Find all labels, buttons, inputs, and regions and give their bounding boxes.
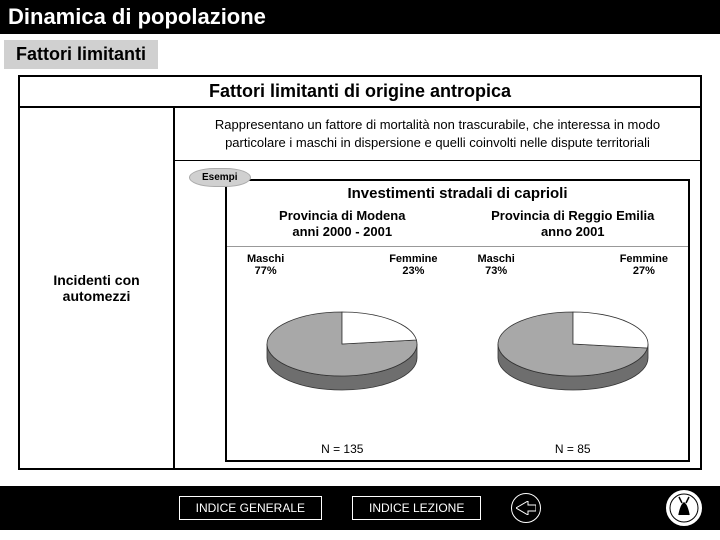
intro-text: Rappresentano un fattore di mortalità no… [175, 108, 700, 161]
back-button[interactable] [511, 493, 541, 523]
sample-size: N = 135 [317, 438, 367, 460]
sample-size: N = 85 [551, 438, 595, 460]
arrow-left-icon [516, 501, 536, 515]
pie-chart [252, 277, 432, 438]
pie-labels: Maschi77% Femmine23% [227, 247, 458, 277]
segment-label: Femmine23% [389, 253, 437, 277]
chart-panel: Provincia di Reggio Emiliaanno 2001Masch… [458, 206, 689, 460]
chart-panel: Provincia di Modenaanni 2000 - 2001Masch… [227, 206, 458, 460]
esempi-row: Esempi [175, 161, 700, 187]
bottom-nav-bar: INDICE GENERALE INDICE LEZIONE [0, 486, 720, 530]
subtitle: Fattori limitanti [4, 40, 158, 69]
main-header: Fattori limitanti di origine antropica [20, 77, 700, 108]
province-header: Provincia di Modenaanni 2000 - 2001 [227, 206, 458, 246]
main-content-box: Fattori limitanti di origine antropica I… [18, 75, 702, 470]
left-panel-label: Incidenti con automezzi [20, 108, 175, 468]
pie-labels: Maschi73% Femmine27% [458, 247, 689, 277]
province-header: Provincia di Reggio Emiliaanno 2001 [458, 206, 689, 246]
pie-chart [483, 277, 663, 438]
chart-box: Investimenti stradali di caprioli Provin… [225, 179, 690, 462]
logo-icon [666, 490, 702, 526]
page-title: Dinamica di popolazione [0, 0, 720, 36]
segment-label: Maschi73% [478, 253, 515, 277]
esempi-badge: Esempi [189, 168, 251, 187]
indice-generale-button[interactable]: INDICE GENERALE [179, 496, 322, 520]
segment-label: Femmine27% [620, 253, 668, 277]
segment-label: Maschi77% [247, 253, 284, 277]
indice-lezione-button[interactable]: INDICE LEZIONE [352, 496, 481, 520]
